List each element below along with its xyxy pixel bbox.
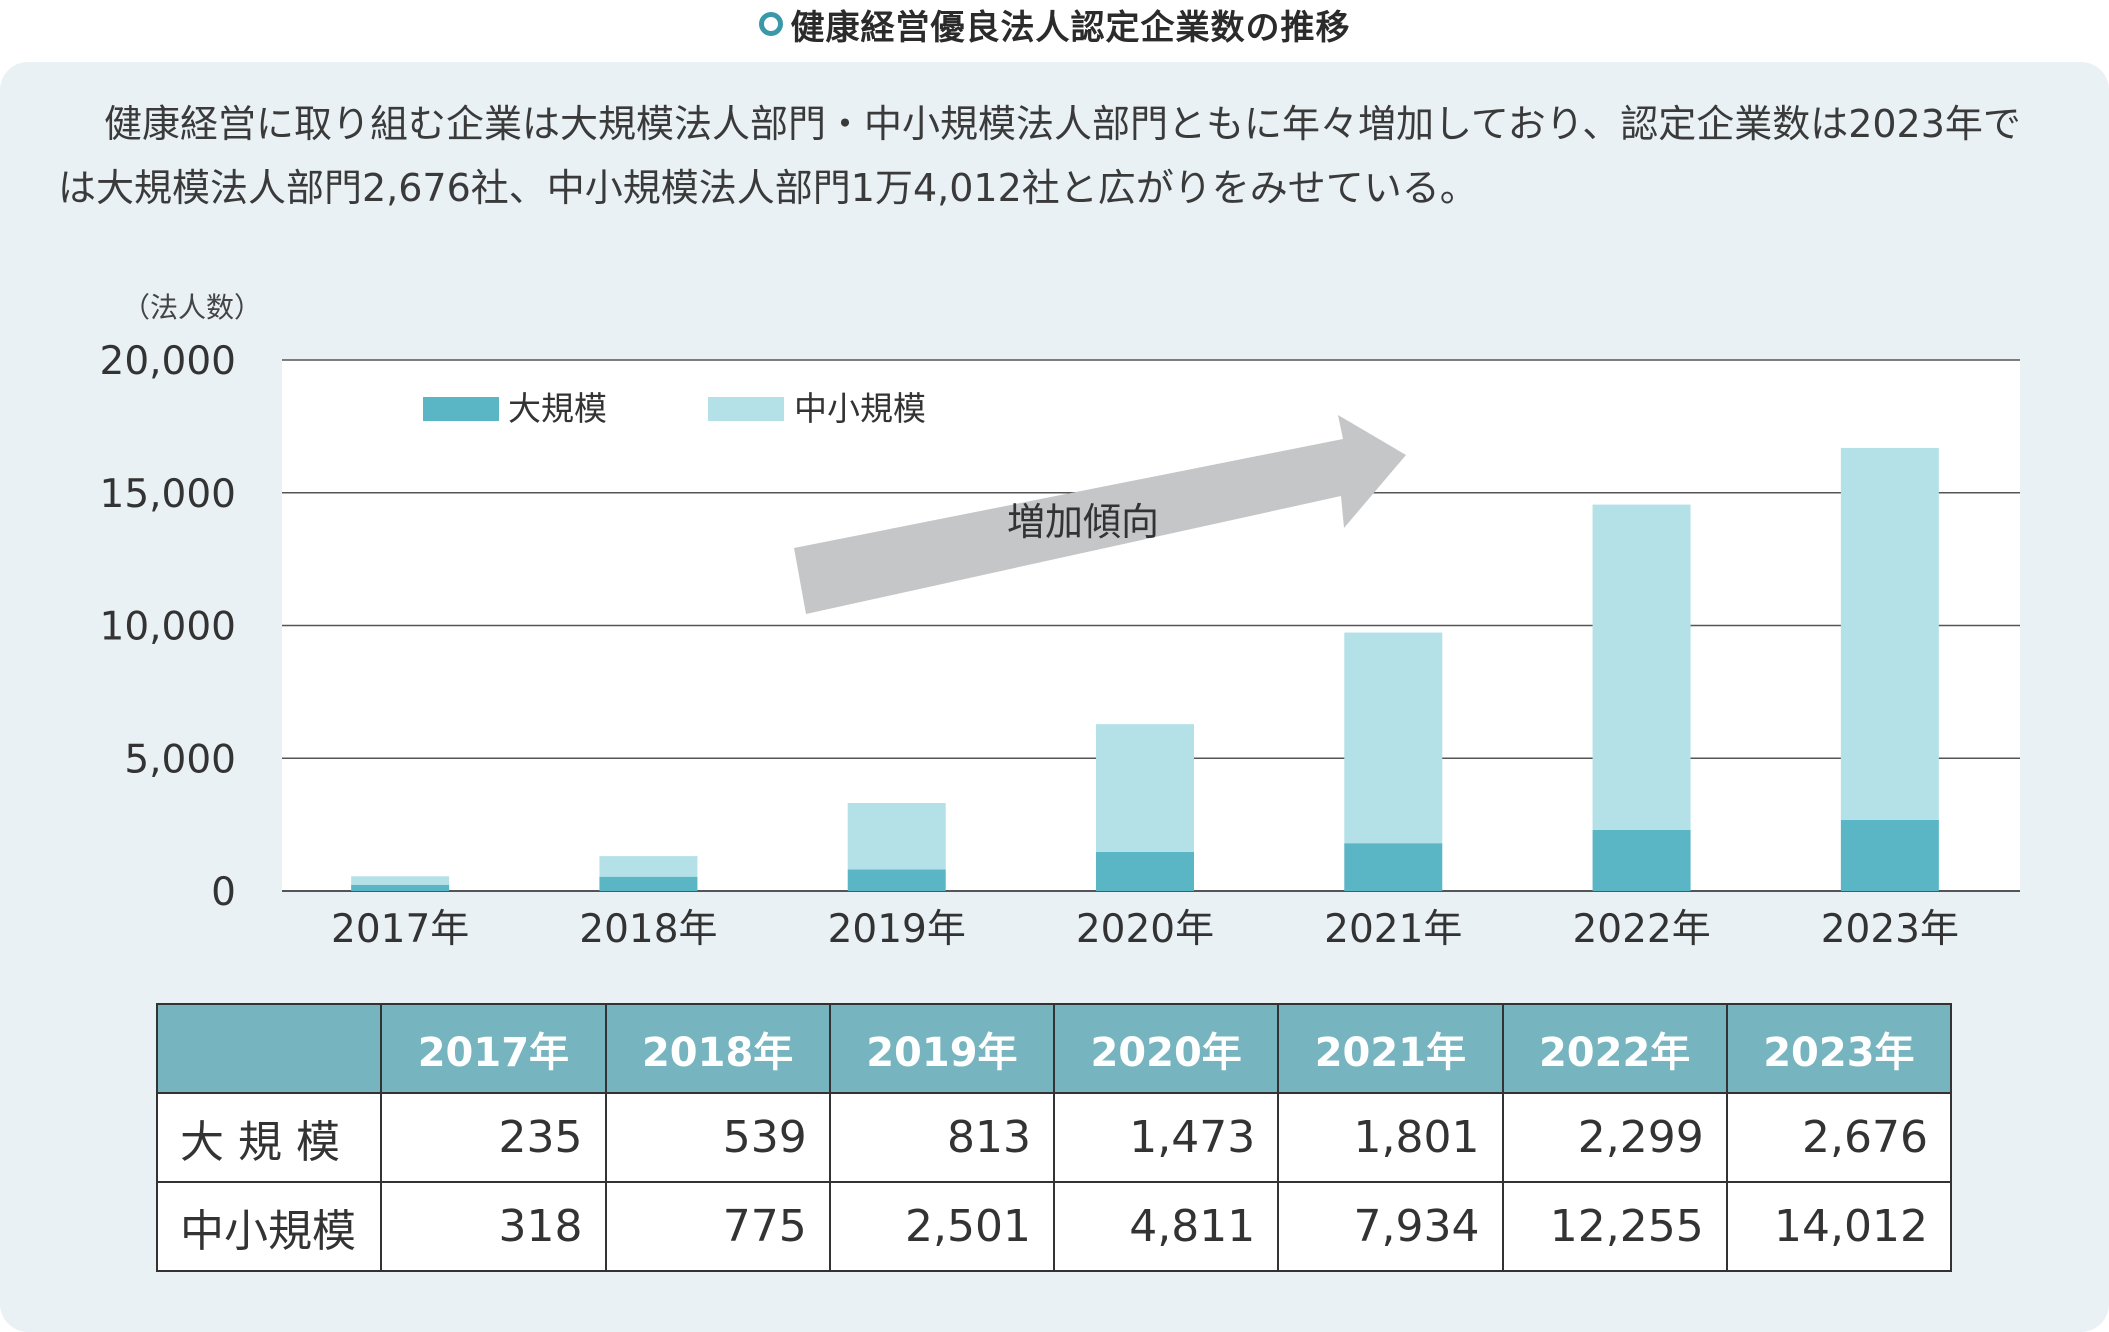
y-tick-label: 20,000: [100, 339, 236, 384]
legend-swatch: [423, 397, 499, 421]
table-cell: 2,676: [1725, 1092, 1953, 1183]
bar-segment: [1592, 504, 1691, 830]
table-cell: 235: [380, 1092, 607, 1183]
x-tick-label: 2019年: [828, 907, 966, 952]
table-row: 中小規模 318 775 2,501 4,811 7,934 12,255 14,012: [155, 1181, 1953, 1272]
table-row: 大 規 模 235 539 813 1,473 1,801 2,299 2,676: [155, 1092, 1953, 1183]
x-tick-label: 2023年: [1821, 907, 1959, 952]
y-tick-label: 0: [211, 870, 236, 915]
table-cell: 1,473: [1052, 1092, 1280, 1183]
trend-arrow: 増加傾向: [794, 415, 1406, 614]
table-header-row: 2017年 2018年 2019年 2020年 2021年 2022年 2023年: [155, 1003, 1953, 1094]
table-row-label: 大 規 模: [155, 1092, 383, 1183]
y-tick-label: 5,000: [124, 737, 236, 782]
page-title: 健康経営優良法人認定企業数の推移: [0, 0, 2109, 48]
bar-segment: [1096, 724, 1194, 852]
bar-segment: [1592, 829, 1691, 891]
y-tick-label: 15,000: [100, 472, 236, 517]
bar-segment: [1344, 843, 1443, 891]
table-header-cell: 2017年: [380, 1003, 607, 1094]
x-tick-label: 2017年: [331, 907, 469, 952]
title-text: 健康経営優良法人認定企業数の推移: [790, 7, 1351, 48]
y-axis-ticks: 0 5,000 10,000 15,000 20,000: [100, 339, 236, 915]
bar-segment: [599, 856, 698, 877]
table-cell: 775: [604, 1181, 831, 1272]
x-tick-label: 2018年: [579, 907, 717, 952]
table-cell: 539: [604, 1092, 831, 1183]
table-header-cell: 2019年: [828, 1003, 1056, 1094]
table-cell: 4,811: [1052, 1181, 1280, 1272]
bar-segment: [599, 876, 698, 891]
bar-segment: [1840, 447, 1939, 820]
table-header-cell: 2021年: [1277, 1003, 1504, 1094]
bar-segment: [847, 869, 946, 891]
legend-label: 中小規模: [794, 389, 926, 428]
table-corner-cell: [155, 1003, 383, 1094]
stacked-bar-chart: 0 5,000 10,000 15,000 20,000 2017年 2018年 2019年…: [100, 339, 2020, 952]
table-cell: 318: [380, 1181, 607, 1272]
legend: 大規模 中小規模: [423, 389, 926, 428]
bar-segment: [1344, 632, 1443, 844]
bar-segment: [1096, 851, 1194, 891]
bar-segment: [351, 884, 450, 891]
table-cell: 12,255: [1501, 1181, 1728, 1272]
table-cell: 7,934: [1277, 1181, 1504, 1272]
table-header-cell: 2022年: [1501, 1003, 1728, 1094]
data-table: 2017年 2018年 2019年 2020年 2021年 2022年 2023年 大 規 …: [155, 1003, 1953, 1272]
bar-segment: [847, 803, 946, 870]
y-axis-unit-label: （法人数）: [122, 291, 263, 324]
x-tick-label: 2021年: [1324, 907, 1462, 952]
trend-arrow-label: 増加傾向: [1007, 500, 1159, 544]
table-cell: 2,501: [828, 1181, 1056, 1272]
bar-segment: [1840, 819, 1939, 891]
table-cell: 2,299: [1501, 1092, 1728, 1183]
trend-arrow-icon: [794, 415, 1406, 614]
table-header-cell: 2020年: [1052, 1003, 1280, 1094]
x-tick-label: 2022年: [1572, 907, 1710, 952]
y-tick-label: 10,000: [100, 605, 236, 650]
x-axis-ticks: 2017年 2018年 2019年 2020年 2021年 2022年 2023年: [331, 907, 1959, 952]
description-text: 健康経営に取り組む企業は大規模法人部門・中小規模法人部門ともに年々増加しており、…: [58, 102, 2021, 210]
table-cell: 1,801: [1277, 1092, 1504, 1183]
table-header-cell: 2023年: [1725, 1003, 1953, 1094]
table-cell: 813: [828, 1092, 1056, 1183]
table-cell: 14,012: [1725, 1181, 1953, 1272]
bars: [351, 447, 1939, 891]
legend-label: 大規模: [508, 389, 607, 428]
legend-swatch: [708, 397, 784, 421]
x-tick-label: 2020年: [1076, 907, 1214, 952]
bar-segment: [351, 876, 450, 885]
table-header-cell: 2018年: [604, 1003, 831, 1094]
table-row-label: 中小規模: [155, 1181, 383, 1272]
bullet-icon: [758, 12, 783, 36]
